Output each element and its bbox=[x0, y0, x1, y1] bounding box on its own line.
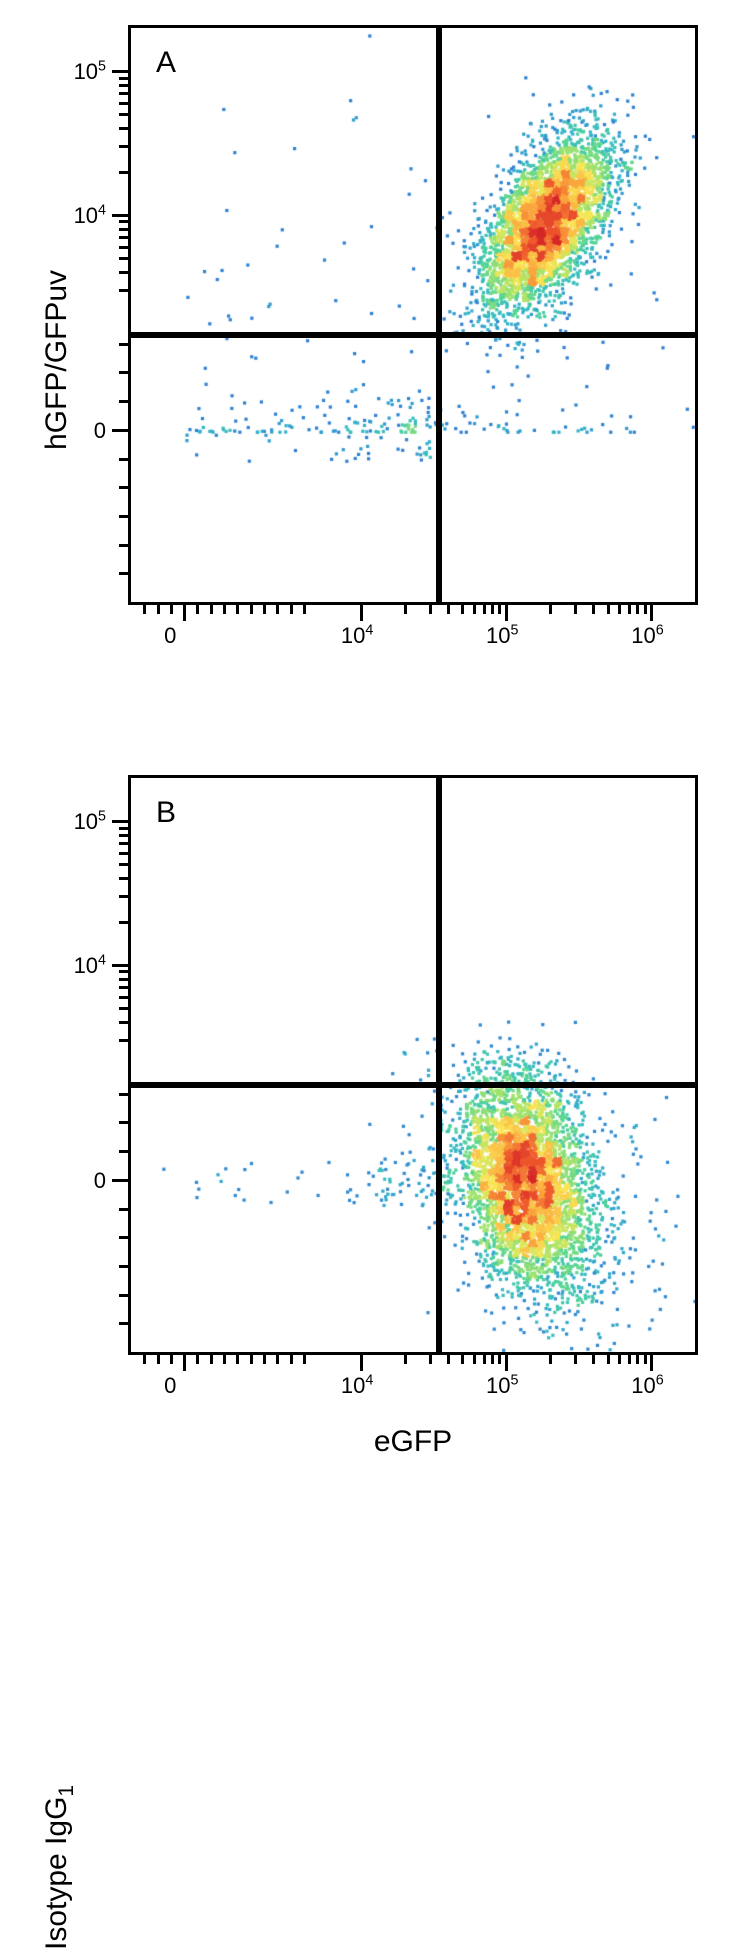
panel-a-ticks: 01041051060104105 bbox=[0, 25, 738, 685]
panel-a: A 01041051060104105 hGFP/GFPuv bbox=[0, 25, 738, 685]
x-axis-label: eGFP bbox=[128, 1425, 698, 1459]
panel-a-ylabel: hGFP/GFPuv bbox=[40, 270, 74, 450]
panel-b-ticks: 01041051060104105 bbox=[0, 775, 738, 1435]
panel-b: B 01041051060104105 Isotype IgG1 bbox=[0, 775, 738, 1435]
figure-root: A 01041051060104105 hGFP/GFPuv B 0104105… bbox=[0, 0, 740, 1468]
panel-b-ylabel: Isotype IgG1 bbox=[40, 1785, 74, 1950]
